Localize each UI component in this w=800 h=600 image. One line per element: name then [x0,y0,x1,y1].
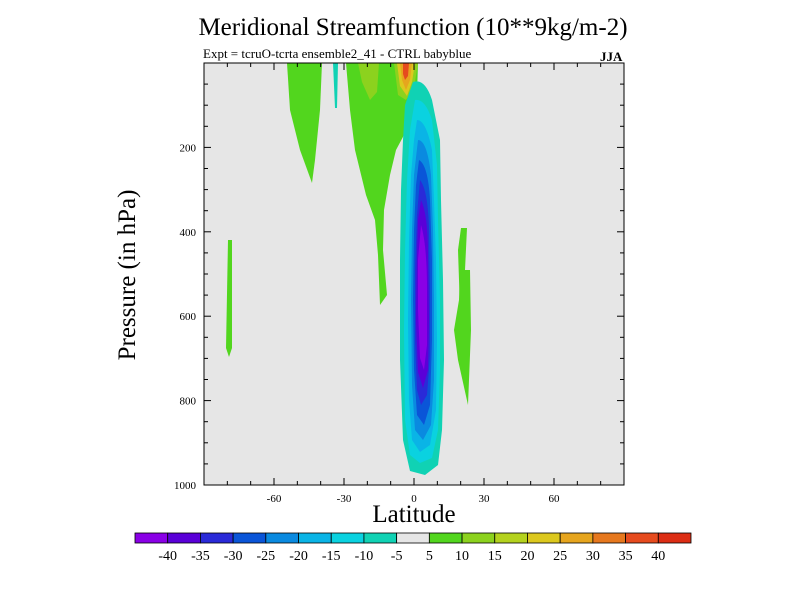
colorbar-label: -20 [289,549,308,564]
colorbar-swatch [232,532,267,544]
season-label: JJA [600,49,623,64]
y-tick-label: 400 [180,227,197,239]
y-axis-label: Pressure (in hPa) [114,189,141,361]
x-axis-label: Latitude [372,501,456,528]
colorbar-swatch [363,532,398,544]
colorbar-label: 20 [520,549,534,564]
colorbar-swatch [167,532,201,544]
chart-title: Meridional Streamfunction (10**9kg/m-2) [198,14,628,41]
colorbar-swatch [461,532,496,544]
contour-field [226,63,471,475]
colorbar-swatch [494,532,528,544]
x-tick-label: -30 [337,493,352,505]
colorbar-swatch [265,532,299,544]
contour-positive-10 [358,63,379,100]
colorbar-swatch [428,532,463,544]
colorbar-label: 10 [455,549,469,564]
colorbar-label: 35 [619,549,633,564]
contour-positive-lobe [346,63,418,305]
y-tick-label: 600 [180,311,197,323]
colorbar-label: -15 [322,549,341,564]
y-tick-label: 200 [180,142,197,154]
colorbar-label: -40 [158,549,177,564]
chart-subtitle: Expt = tcruO-tcrta ensemble2_41 - CTRL b… [203,46,472,61]
colorbar-label: -10 [355,549,374,564]
colorbar-swatch [330,532,365,544]
x-tick-label: 30 [479,493,491,505]
x-tick-label: 60 [549,493,561,505]
colorbar-label: 5 [426,549,433,564]
x-tick-label: -60 [267,493,282,505]
y-tick-label: 1000 [174,480,197,492]
colorbar-swatch [396,532,430,544]
colorbar-swatch [298,532,332,544]
axes: -60 -30 0 30 60 200 400 600 800 1000 [174,63,624,505]
colorbar-label: -35 [191,549,210,564]
contour-positive-wedge-1 [287,63,322,183]
contour-positive-left-strip [226,240,232,357]
colorbar-swatch [657,532,692,544]
colorbar-label: 15 [488,549,502,564]
y-tick-label: 800 [180,396,197,408]
contour-positive-35 [403,63,409,80]
contour-thin-sliver [333,63,338,108]
colorbar-swatch [592,532,626,544]
colorbar-label: 30 [586,549,600,564]
contour-negative-40 [418,225,427,370]
colorbar-swatch [559,532,594,544]
contour-positive-right-lower [454,270,471,405]
x-tick-label: 0 [411,493,417,505]
colorbar-label: 25 [553,549,567,564]
colorbar-label: -5 [391,549,403,564]
colorbar-label: -25 [256,549,275,564]
colorbar-label: -30 [224,549,243,564]
colorbar-swatch [527,532,561,544]
colorbar-swatch [200,532,234,544]
colorbar: -40 -35 -30 -25 -20 -15 -10 -5 5 10 15 20 25 30 35 40 [134,532,692,564]
colorbar-label: 40 [651,549,665,564]
colorbar-swatch [625,532,659,544]
colorbar-swatch [134,532,169,544]
